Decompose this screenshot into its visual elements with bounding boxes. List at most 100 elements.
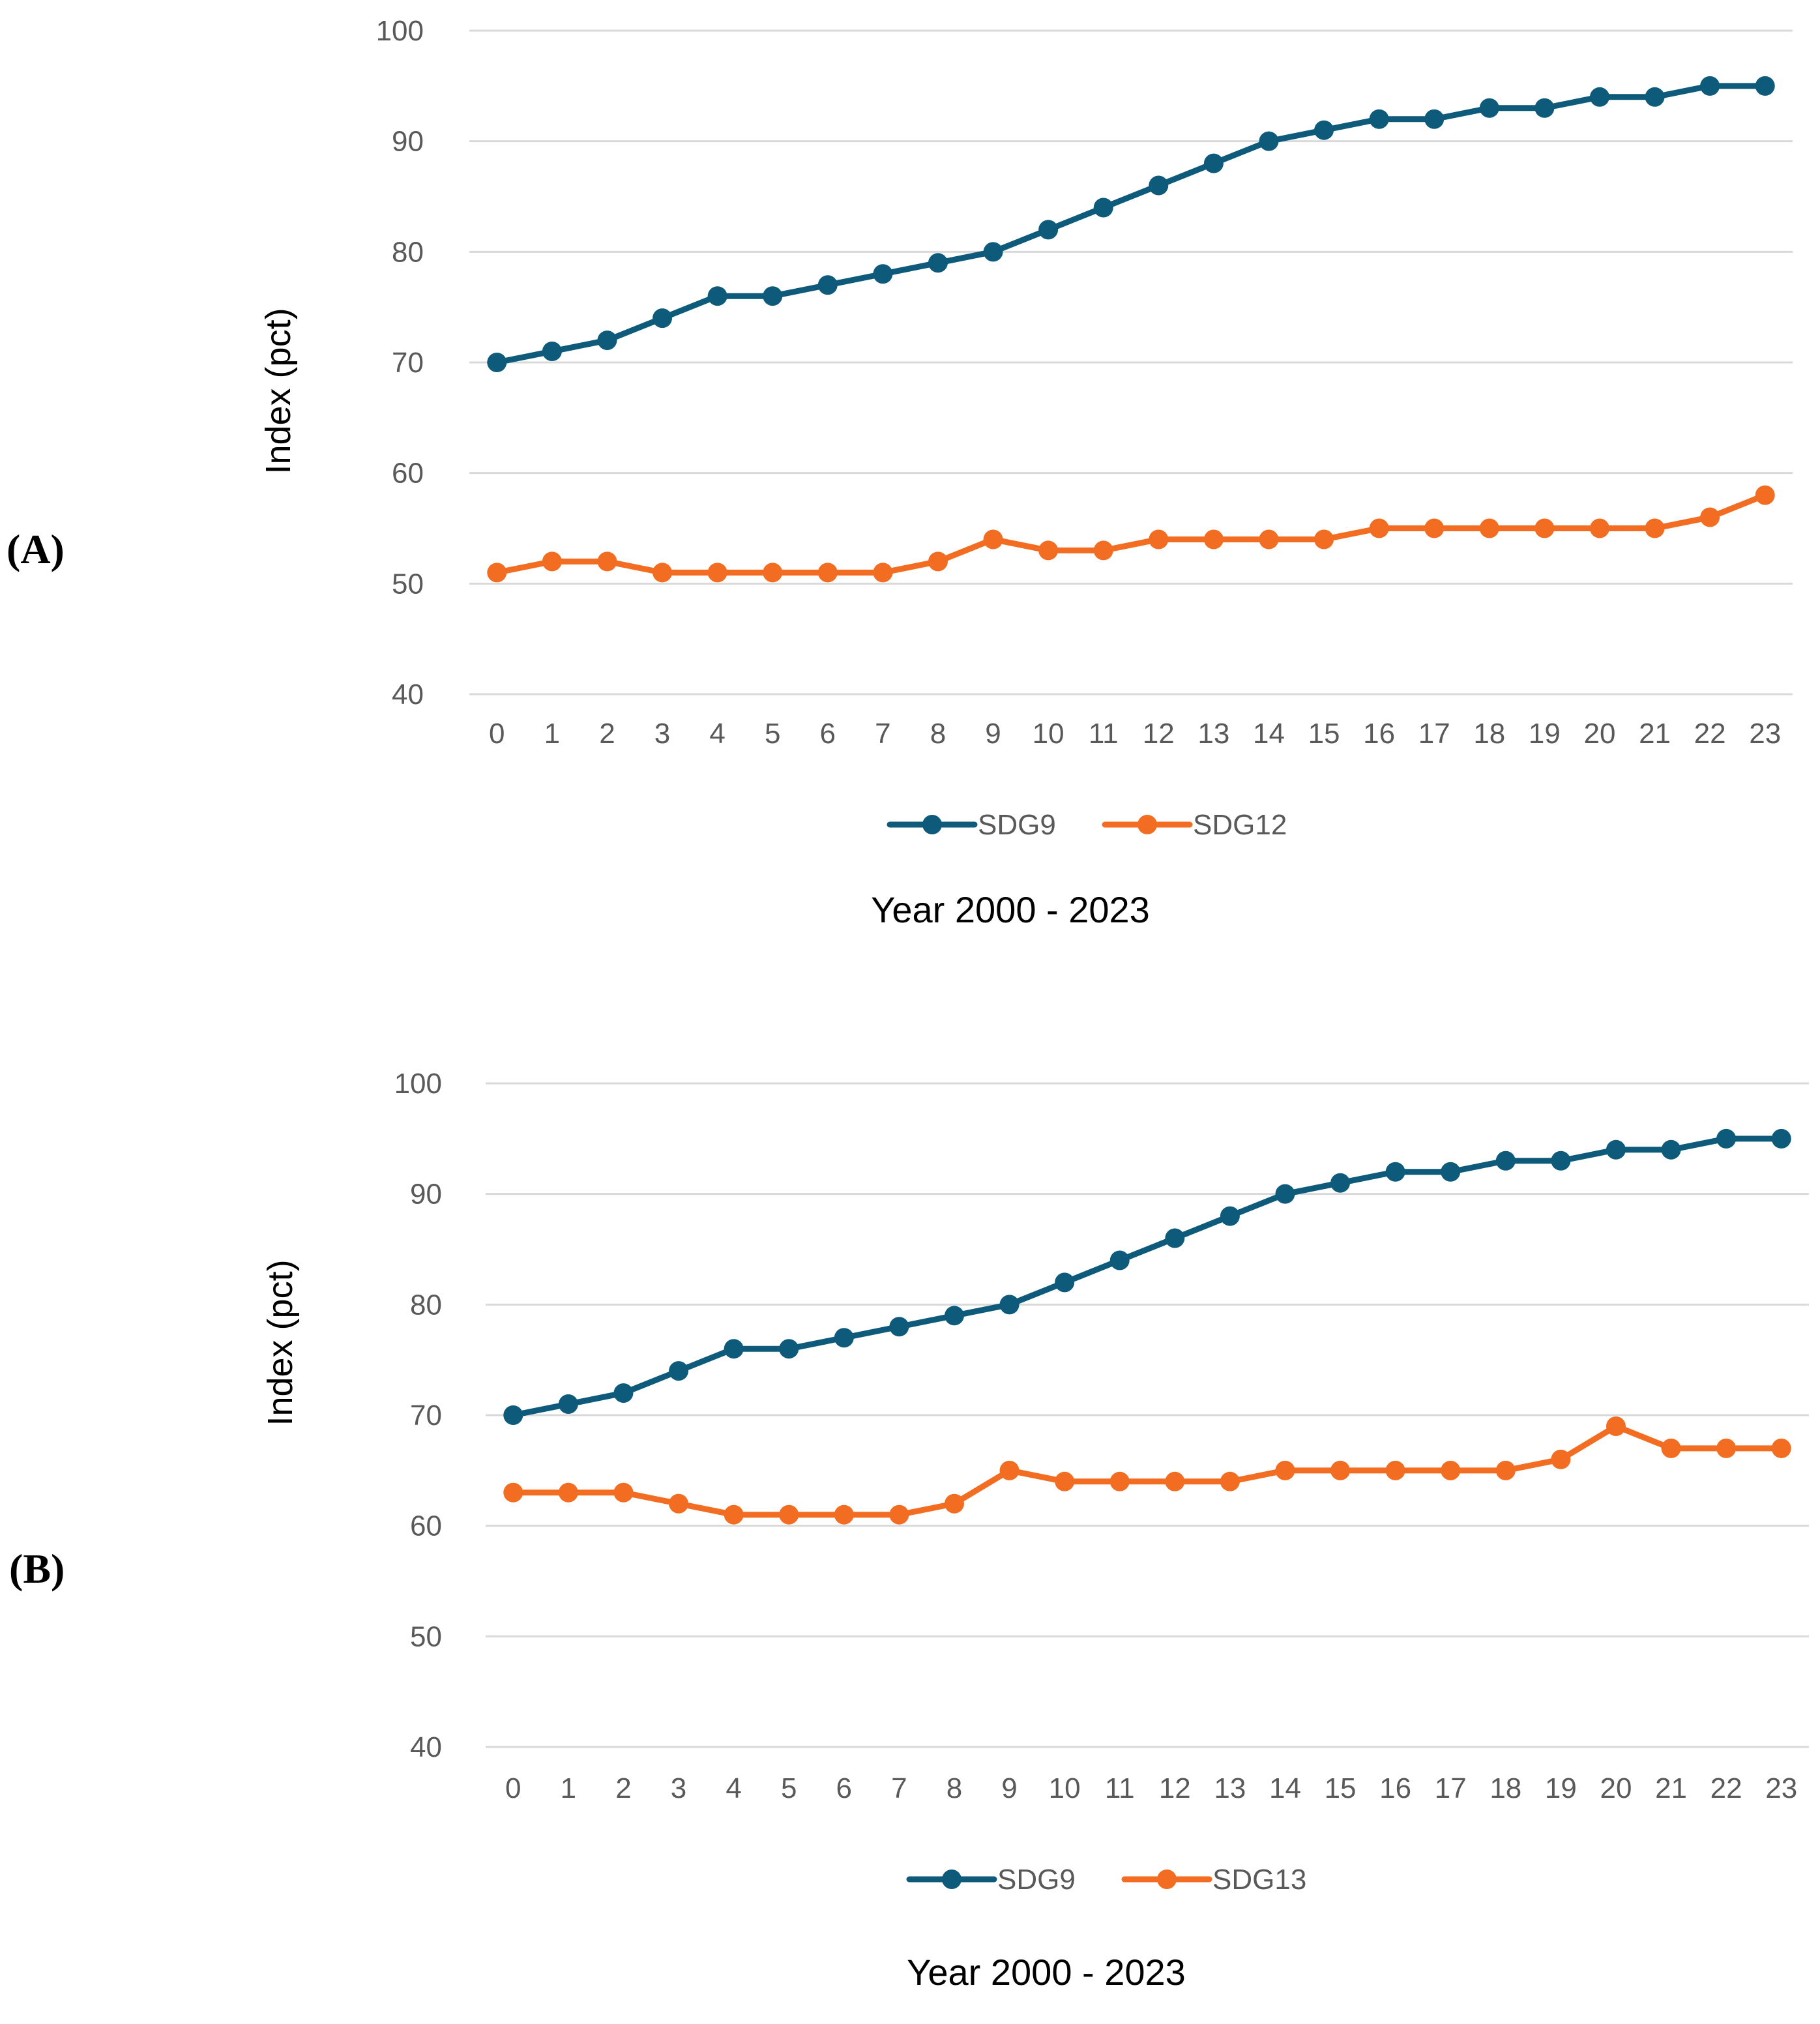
data-point-sdg12 <box>1038 540 1059 561</box>
x-tick-label: 3 <box>671 1772 686 1804</box>
data-point-sdg9 <box>1220 1206 1240 1226</box>
data-point-sdg9 <box>1495 1151 1516 1171</box>
x-tick-label: 16 <box>1363 718 1395 750</box>
y-tick-label: 60 <box>410 1510 442 1542</box>
data-point-sdg13 <box>889 1504 909 1525</box>
x-tick-label: 22 <box>1710 1772 1742 1804</box>
data-point-sdg13 <box>1275 1460 1295 1480</box>
x-tick-label: 8 <box>930 718 946 750</box>
data-point-sdg9 <box>1645 87 1665 107</box>
data-point-sdg12 <box>707 563 727 583</box>
x-tick-label: 20 <box>1583 718 1615 750</box>
data-point-sdg12 <box>1259 529 1279 550</box>
data-point-sdg12 <box>817 563 838 583</box>
data-point-sdg9 <box>1165 1228 1185 1248</box>
data-point-sdg12 <box>1589 518 1609 538</box>
y-tick-label: 40 <box>392 679 424 711</box>
data-point-sdg13 <box>779 1504 799 1525</box>
y-tick-label: 100 <box>394 1068 442 1100</box>
data-point-sdg12 <box>983 529 1003 550</box>
data-point-sdg12 <box>1700 507 1720 527</box>
data-point-sdg13 <box>1495 1460 1516 1480</box>
data-point-sdg9 <box>1700 76 1720 96</box>
data-point-sdg9 <box>889 1317 909 1337</box>
x-tick-label: 4 <box>726 1772 741 1804</box>
data-point-sdg13 <box>1606 1416 1626 1436</box>
data-point-sdg9 <box>1330 1173 1351 1193</box>
y-tick-label: 50 <box>392 568 424 600</box>
data-point-sdg9 <box>503 1405 523 1425</box>
x-tick-label: 8 <box>947 1772 962 1804</box>
x-tick-label: 1 <box>544 718 560 750</box>
data-point-sdg9 <box>597 330 617 351</box>
x-tick-label: 10 <box>1033 718 1064 750</box>
data-point-sdg9 <box>999 1295 1020 1315</box>
legend: SDG9 SDG13 <box>906 1864 1306 1896</box>
data-point-sdg13 <box>503 1482 523 1503</box>
x-tick-label: 17 <box>1435 1772 1467 1804</box>
legend-label-sdg9: SDG9 <box>978 809 1056 841</box>
legend-label-sdg12: SDG12 <box>1193 809 1287 841</box>
data-point-sdg12 <box>1645 518 1665 538</box>
x-axis-label: Year 2000 - 2023 <box>907 1952 1186 1993</box>
legend-label-sdg9: SDG9 <box>997 1864 1076 1896</box>
x-tick-label: 5 <box>781 1772 797 1804</box>
data-point-sdg12 <box>1755 485 1775 505</box>
data-point-sdg9 <box>1661 1139 1681 1160</box>
x-tick-label: 13 <box>1197 718 1229 750</box>
data-point-sdg9 <box>1534 98 1555 118</box>
data-point-sdg9 <box>558 1394 578 1415</box>
x-tick-label: 14 <box>1269 1772 1301 1804</box>
x-tick-label: 18 <box>1473 718 1505 750</box>
data-point-sdg9 <box>1479 98 1499 118</box>
x-tick-label: 9 <box>1001 1772 1017 1804</box>
y-tick-label: 80 <box>410 1289 442 1321</box>
x-tick-label: 12 <box>1143 718 1175 750</box>
x-tick-label: 10 <box>1049 1772 1081 1804</box>
x-tick-label: 14 <box>1253 718 1285 750</box>
data-point-sdg9 <box>1755 76 1775 96</box>
data-point-sdg9 <box>1275 1184 1295 1204</box>
data-point-sdg9 <box>1109 1250 1130 1270</box>
data-point-sdg9 <box>1055 1272 1075 1293</box>
data-point-sdg13 <box>834 1504 854 1525</box>
data-point-sdg9 <box>983 242 1003 262</box>
data-point-sdg12 <box>1479 518 1499 538</box>
y-tick-label: 70 <box>392 347 424 379</box>
data-point-sdg9 <box>944 1306 964 1326</box>
x-axis-label: Year 2000 - 2023 <box>871 889 1150 930</box>
data-point-sdg12 <box>1149 529 1169 550</box>
data-point-sdg13 <box>1109 1471 1130 1491</box>
data-point-sdg13 <box>669 1493 689 1514</box>
x-tick-label: 0 <box>489 718 505 750</box>
x-tick-label: 1 <box>561 1772 576 1804</box>
data-point-sdg12 <box>1203 529 1224 550</box>
data-point-sdg13 <box>944 1493 964 1514</box>
data-point-sdg12 <box>487 563 507 583</box>
legend-marker-sdg9 <box>922 815 942 834</box>
data-point-sdg9 <box>1551 1151 1571 1171</box>
data-point-sdg9 <box>653 308 673 329</box>
data-point-sdg9 <box>763 286 783 306</box>
x-tick-label: 3 <box>654 718 670 750</box>
y-tick-label: 60 <box>392 458 424 490</box>
x-tick-label: 13 <box>1214 1772 1246 1804</box>
data-point-sdg9 <box>487 353 507 372</box>
data-point-sdg13 <box>1055 1471 1075 1491</box>
data-point-sdg13 <box>558 1482 578 1503</box>
data-point-sdg12 <box>653 563 673 583</box>
data-point-sdg12 <box>928 551 948 572</box>
x-tick-label: 15 <box>1308 718 1340 750</box>
data-point-sdg9 <box>1369 109 1389 129</box>
data-point-sdg9 <box>1424 109 1445 129</box>
data-point-sdg13 <box>1385 1460 1405 1480</box>
data-point-sdg9 <box>1589 87 1609 107</box>
x-tick-label: 19 <box>1529 718 1561 750</box>
x-tick-label: 15 <box>1325 1772 1357 1804</box>
x-tick-label: 6 <box>820 718 836 750</box>
data-point-sdg9 <box>1259 131 1279 151</box>
panel-label-b: (B) <box>9 1546 65 1592</box>
data-point-sdg13 <box>1330 1460 1351 1480</box>
data-point-sdg9 <box>1716 1128 1737 1149</box>
